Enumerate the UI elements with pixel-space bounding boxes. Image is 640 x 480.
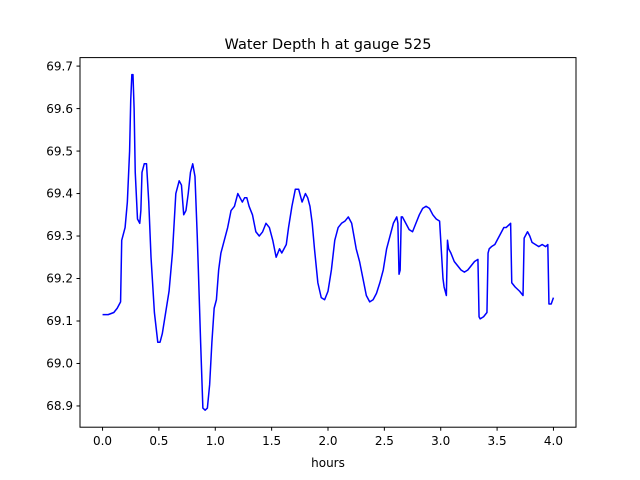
plot-area [102, 73, 555, 411]
y-tick-label: 69.7 [46, 59, 73, 73]
y-tick-label: 69.4 [46, 187, 73, 201]
x-tick-label: 1.5 [262, 434, 281, 448]
y-tick-label: 69.2 [46, 272, 73, 286]
chart-title: Water Depth h at gauge 525 [225, 37, 432, 53]
y-tick-label: 69.3 [46, 229, 73, 243]
y-tick-label: 69.1 [46, 314, 73, 328]
x-tick-label: 1.0 [206, 434, 225, 448]
x-tick-label: 0.5 [149, 434, 168, 448]
x-axis-label: hours [311, 456, 345, 470]
x-tick-label: 4.0 [544, 434, 563, 448]
x-tick-label: 2.5 [375, 434, 394, 448]
y-tick-label: 69.5 [46, 144, 73, 158]
series-line-0 [102, 73, 555, 411]
plot-frame [79, 57, 577, 428]
y-tick-label: 68.9 [46, 399, 73, 413]
x-tick-label: 3.5 [488, 434, 507, 448]
y-tick-label: 69.0 [46, 357, 73, 371]
x-tick-label: 0.0 [93, 434, 112, 448]
y-tick-label: 69.6 [46, 102, 73, 116]
x-tick-label: 2.0 [318, 434, 337, 448]
axis-ticks: 0.0 0.5 1.0 1.5 2.0 2.5 3.0 3.5 4.0 68.9 69.0 69.1 6… [46, 59, 563, 448]
x-tick-label: 3.0 [431, 434, 450, 448]
